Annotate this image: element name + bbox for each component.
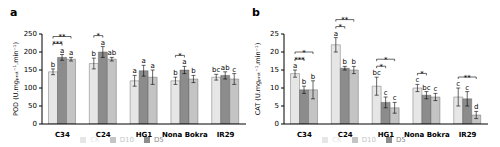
- svg-text:C24: C24: [338, 131, 353, 139]
- svg-text:b: b: [92, 50, 97, 58]
- svg-text:b: b: [302, 78, 307, 86]
- svg-text:POD (U.mgₚᵣₒₜ⁻¹.min⁻¹): POD (U.mgₚᵣₒₜ⁻¹.min⁻¹): [12, 42, 20, 116]
- svg-text:a: a: [141, 57, 145, 65]
- svg-text:*: *: [339, 23, 343, 31]
- svg-text:*: *: [302, 49, 306, 57]
- html-text:CK: CK: [332, 136, 342, 144]
- svg-text:Nona Bokra: Nona Bokra: [162, 131, 208, 139]
- svg-text:c: c: [415, 76, 419, 84]
- svg-text:**: **: [464, 74, 472, 82]
- svg-text:200: 200: [24, 48, 37, 56]
- svg-text:c: c: [393, 94, 397, 102]
- svg-text:**: **: [59, 33, 67, 41]
- svg-text:c: c: [232, 66, 236, 74]
- svg-text:c: c: [456, 80, 460, 88]
- svg-text:25: 25: [270, 30, 279, 38]
- svg-text:**: **: [341, 16, 349, 24]
- svg-text:c: c: [384, 89, 388, 97]
- svg-text:*: *: [384, 56, 388, 64]
- svg-text:b: b: [191, 67, 196, 75]
- svg-text:15: 15: [270, 66, 279, 74]
- svg-text:ab: ab: [221, 64, 230, 72]
- html-text:CK: CK: [90, 136, 100, 144]
- svg-text:HG1: HG1: [378, 131, 395, 139]
- svg-text:***: ***: [294, 56, 305, 64]
- svg-text:C34: C34: [297, 131, 312, 139]
- html-text:D5: D5: [154, 136, 164, 144]
- svg-text:b: b: [343, 58, 348, 66]
- svg-text:a: a: [334, 30, 338, 38]
- svg-text:0: 0: [275, 120, 279, 128]
- svg-text:bc: bc: [422, 84, 430, 92]
- svg-text:10: 10: [270, 84, 279, 92]
- svg-text:150: 150: [24, 66, 37, 74]
- svg-text:250: 250: [24, 30, 37, 38]
- html-text:D10: D10: [119, 136, 134, 144]
- svg-text:50: 50: [28, 102, 37, 110]
- svg-text:bc: bc: [372, 69, 381, 78]
- svg-text:0: 0: [33, 120, 37, 128]
- svg-text:c: c: [465, 84, 469, 92]
- svg-text:HG1: HG1: [136, 131, 153, 139]
- svg-text:b: b: [311, 73, 316, 81]
- html-text:D5: D5: [396, 136, 406, 144]
- svg-text:bc: bc: [212, 66, 220, 74]
- svg-text:a: a: [132, 67, 136, 75]
- html-text:b: b: [252, 6, 260, 19]
- svg-text:IR29: IR29: [459, 131, 477, 139]
- svg-text:CAT (U.mgₚᵣₒₜ⁻¹.min⁻¹): CAT (U.mgₚᵣₒₜ⁻¹.min⁻¹): [254, 43, 262, 115]
- svg-text:b: b: [173, 69, 178, 77]
- svg-text:c: c: [433, 85, 437, 93]
- svg-text:a: a: [292, 62, 298, 70]
- svg-text:b: b: [51, 61, 56, 69]
- svg-text:a: a: [60, 47, 64, 55]
- svg-text:ab: ab: [107, 49, 116, 57]
- svg-text:5: 5: [275, 102, 279, 110]
- svg-text:a: a: [69, 49, 73, 57]
- svg-text:a: a: [101, 39, 105, 47]
- svg-text:20: 20: [270, 48, 279, 56]
- svg-text:Nona Bokra: Nona Bokra: [404, 131, 450, 139]
- svg-text:C24: C24: [96, 131, 111, 139]
- svg-text:a: a: [182, 58, 186, 66]
- svg-text:*: *: [379, 63, 383, 71]
- svg-text:C34: C34: [55, 131, 70, 139]
- html-text:D10: D10: [361, 136, 376, 144]
- svg-text:*: *: [420, 70, 424, 78]
- svg-text:100: 100: [24, 84, 37, 92]
- svg-text:a: a: [150, 62, 154, 70]
- svg-text:IR29: IR29: [217, 131, 235, 139]
- svg-text:b: b: [352, 58, 357, 66]
- svg-text:d: d: [474, 103, 478, 111]
- html-text:a: a: [10, 6, 18, 19]
